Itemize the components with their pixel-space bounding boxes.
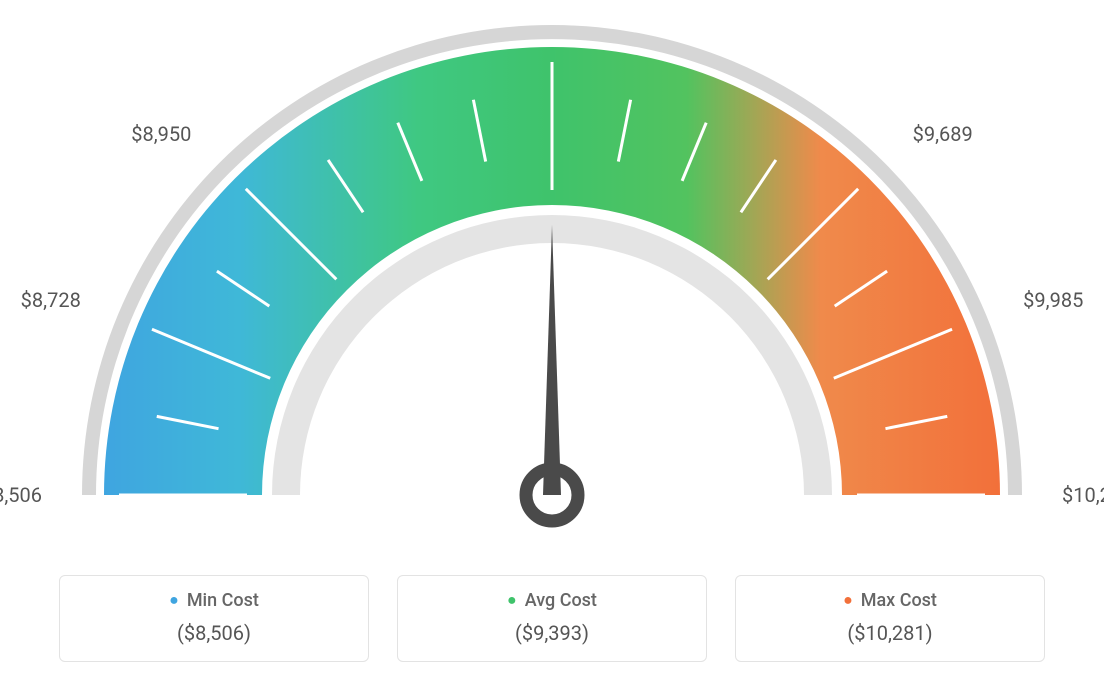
avg-cost-value: ($9,393) [398, 621, 706, 645]
max-cost-value: ($10,281) [736, 621, 1044, 645]
gauge-scale-label: $8,506 [0, 483, 42, 507]
max-cost-card: Max Cost ($10,281) [735, 575, 1045, 662]
cost-gauge: $8,506$8,728$8,950$9,393$9,689$9,985$10,… [0, 0, 1104, 560]
gauge-scale-label: $9,689 [913, 122, 973, 146]
gauge-scale-label: $10,281 [1062, 483, 1104, 507]
min-cost-value: ($8,506) [60, 621, 368, 645]
gauge-scale-label: $8,950 [131, 122, 191, 146]
avg-cost-card: Avg Cost ($9,393) [397, 575, 707, 662]
max-cost-label: Max Cost [736, 590, 1044, 611]
avg-cost-label: Avg Cost [398, 590, 706, 611]
gauge-scale-label: $9,985 [1023, 288, 1083, 312]
min-cost-label: Min Cost [60, 590, 368, 611]
min-cost-card: Min Cost ($8,506) [59, 575, 369, 662]
gauge-svg [0, 0, 1104, 560]
gauge-scale-label: $8,728 [21, 288, 81, 312]
cost-legend: Min Cost ($8,506) Avg Cost ($9,393) Max … [0, 575, 1104, 662]
